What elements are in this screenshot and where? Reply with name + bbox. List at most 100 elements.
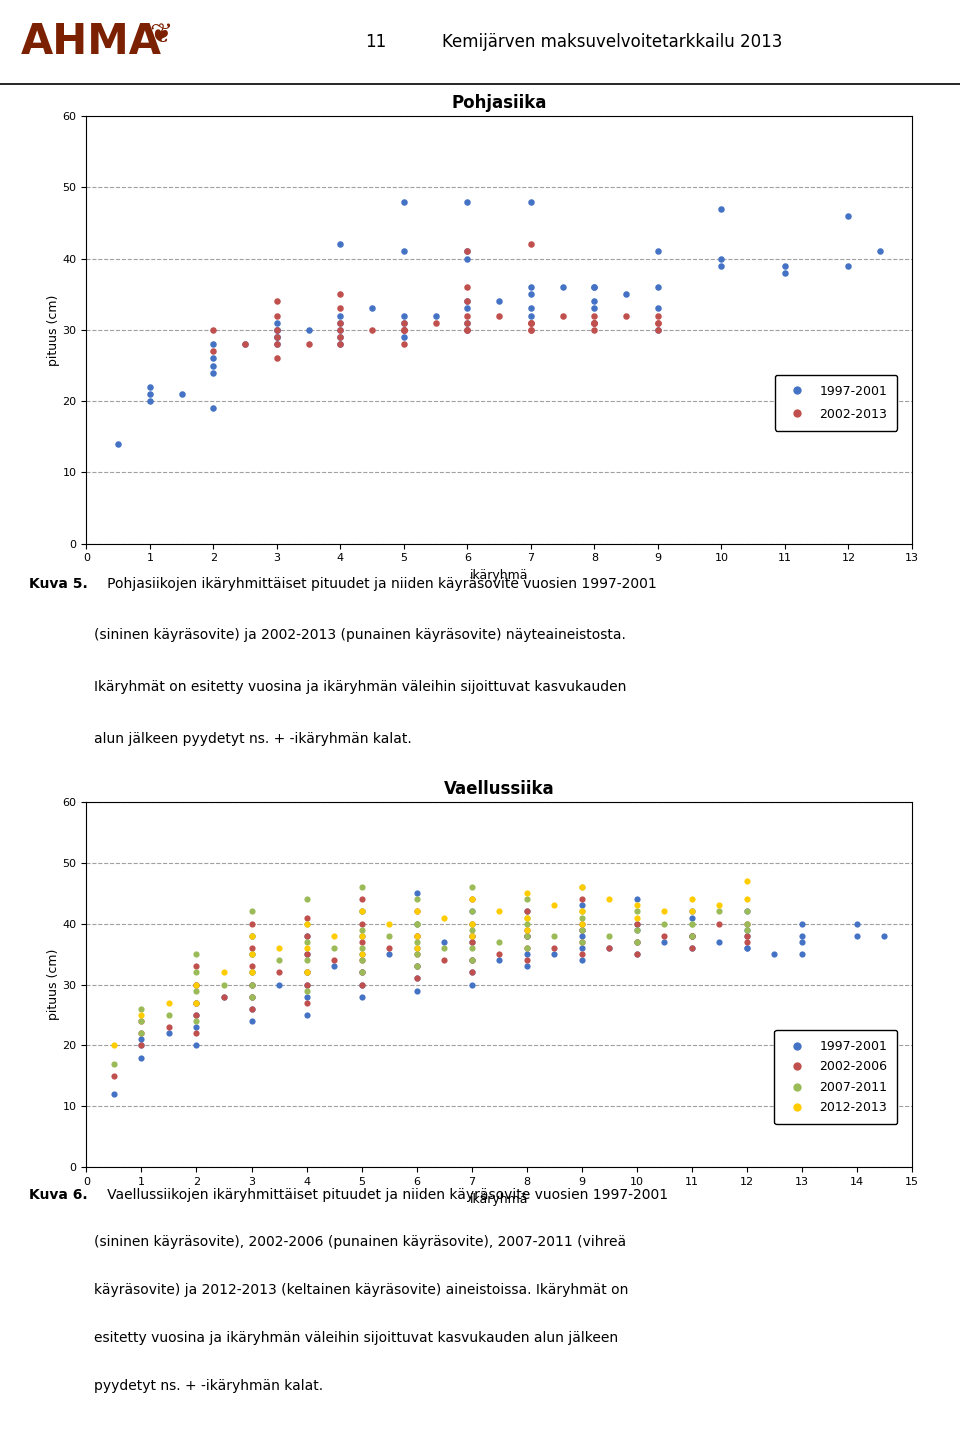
Point <box>354 876 370 899</box>
Point <box>460 190 475 213</box>
Point <box>519 900 535 924</box>
Point <box>492 304 507 328</box>
Point <box>409 912 424 935</box>
Point <box>684 937 700 960</box>
Point <box>464 948 479 972</box>
Point <box>354 942 370 966</box>
Point <box>684 900 700 924</box>
Point <box>272 961 287 985</box>
Point <box>354 918 370 941</box>
Point <box>396 304 412 328</box>
Point <box>409 937 424 960</box>
Point <box>574 937 589 960</box>
Point <box>244 924 259 947</box>
Point <box>299 992 314 1015</box>
Point <box>299 979 314 1002</box>
Point <box>161 992 177 1015</box>
Point <box>133 1022 149 1045</box>
Point <box>739 870 755 893</box>
X-axis label: ikäryhmä: ikäryhmä <box>470 1192 528 1205</box>
Point <box>189 979 204 1002</box>
Point <box>269 304 284 328</box>
Point <box>711 931 727 954</box>
Point <box>574 876 589 899</box>
Point <box>464 924 479 947</box>
Point <box>629 906 644 929</box>
Point <box>464 887 479 911</box>
Point <box>464 887 479 911</box>
Point <box>684 906 700 929</box>
Point <box>739 924 755 947</box>
Point <box>778 254 793 277</box>
Point <box>629 887 644 911</box>
Point <box>354 912 370 935</box>
Point <box>269 332 284 355</box>
Point <box>189 973 204 996</box>
Point <box>142 376 157 399</box>
Point <box>739 912 755 935</box>
Point <box>396 312 412 335</box>
Point <box>519 924 535 947</box>
Point <box>409 882 424 905</box>
Point <box>574 931 589 954</box>
Point <box>409 954 424 977</box>
Point <box>299 973 314 996</box>
Point <box>326 948 342 972</box>
Point <box>161 1003 177 1027</box>
Point <box>519 882 535 905</box>
Point <box>876 924 892 947</box>
Point <box>409 924 424 947</box>
Point <box>523 312 539 335</box>
Point <box>492 942 507 966</box>
Text: esitetty vuosina ja ikäryhmän väleihin sijoittuvat kasvukauden alun jälkeen: esitetty vuosina ja ikäryhmän väleihin s… <box>94 1331 618 1346</box>
Point <box>244 942 259 966</box>
Point <box>739 912 755 935</box>
Y-axis label: pituus (cm): pituus (cm) <box>47 294 60 365</box>
Point <box>299 924 314 947</box>
Point <box>437 931 452 954</box>
Point <box>244 942 259 966</box>
Point <box>684 924 700 947</box>
Point <box>523 312 539 335</box>
Point <box>657 931 672 954</box>
Text: pyydetyt ns. + -ikäryhmän kalat.: pyydetyt ns. + -ikäryhmän kalat. <box>94 1379 323 1392</box>
Point <box>333 332 348 355</box>
Point <box>460 319 475 342</box>
Point <box>437 948 452 972</box>
Point <box>244 985 259 1008</box>
Point <box>354 942 370 966</box>
Point <box>794 942 809 966</box>
Text: käyräsovite) ja 2012-2013 (keltainen käyräsovite) aineistoissa. Ikäryhmät on: käyräsovite) ja 2012-2013 (keltainen käy… <box>94 1283 628 1298</box>
Point <box>464 961 479 985</box>
Point <box>396 319 412 342</box>
Point <box>189 992 204 1015</box>
Point <box>684 937 700 960</box>
Point <box>269 325 284 348</box>
Point <box>684 924 700 947</box>
Point <box>657 900 672 924</box>
Point <box>587 312 602 335</box>
Point <box>523 283 539 306</box>
Point <box>326 924 342 947</box>
Point <box>546 937 562 960</box>
Point <box>629 918 644 941</box>
Point <box>523 233 539 257</box>
Text: Ikäryhmät on esitetty vuosina ja ikäryhmän väleihin sijoittuvat kasvukauden: Ikäryhmät on esitetty vuosina ja ikäryhm… <box>94 680 626 695</box>
Point <box>519 924 535 947</box>
Point <box>107 1064 122 1088</box>
Point <box>409 954 424 977</box>
Point <box>354 961 370 985</box>
Point <box>574 900 589 924</box>
Point <box>396 332 412 355</box>
Point <box>299 924 314 947</box>
Point <box>574 918 589 941</box>
Point <box>189 992 204 1015</box>
Point <box>618 304 634 328</box>
Point <box>684 924 700 947</box>
Point <box>237 332 252 355</box>
Point <box>739 937 755 960</box>
Point <box>133 998 149 1021</box>
Point <box>464 973 479 996</box>
Point <box>629 918 644 941</box>
Point <box>354 900 370 924</box>
